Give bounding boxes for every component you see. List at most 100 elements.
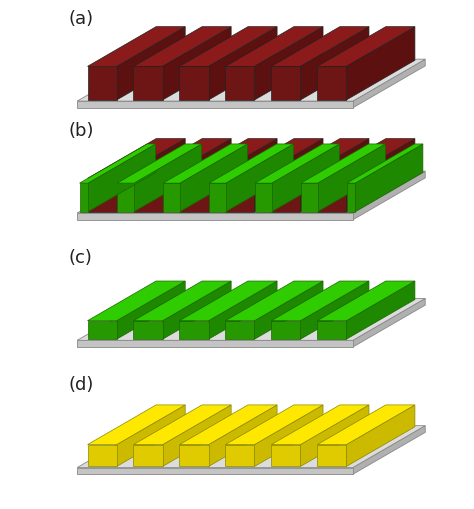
Polygon shape [180,138,277,178]
Polygon shape [163,405,231,466]
Polygon shape [77,171,425,213]
Polygon shape [88,26,185,66]
Polygon shape [317,26,415,66]
Text: (d): (d) [68,376,94,394]
Polygon shape [271,444,301,466]
Polygon shape [180,321,209,339]
Polygon shape [209,281,277,339]
Polygon shape [209,144,293,183]
Polygon shape [255,405,323,466]
Polygon shape [346,405,415,466]
Polygon shape [117,144,201,183]
Polygon shape [317,138,415,178]
Polygon shape [88,444,117,466]
Polygon shape [88,178,117,212]
Text: (a): (a) [68,10,93,28]
Polygon shape [317,178,346,212]
Polygon shape [255,183,272,212]
Text: (b): (b) [68,122,94,140]
Polygon shape [134,178,163,212]
Polygon shape [77,426,425,468]
Polygon shape [77,468,353,474]
Polygon shape [346,281,415,339]
Polygon shape [353,298,425,347]
Polygon shape [301,26,369,100]
Polygon shape [225,66,255,100]
Polygon shape [271,66,301,100]
Polygon shape [88,144,155,212]
Polygon shape [180,405,277,444]
Polygon shape [317,66,346,100]
Polygon shape [347,183,355,212]
Polygon shape [180,66,209,100]
Polygon shape [134,138,231,178]
Polygon shape [347,144,423,183]
Polygon shape [117,26,185,100]
Polygon shape [80,183,88,212]
Polygon shape [77,59,425,101]
Polygon shape [271,26,369,66]
Polygon shape [209,183,226,212]
Polygon shape [353,171,425,220]
Polygon shape [180,178,209,212]
Polygon shape [77,101,353,108]
Polygon shape [180,281,277,321]
Polygon shape [255,144,339,183]
Polygon shape [117,138,185,212]
Polygon shape [353,426,425,474]
Polygon shape [80,144,155,183]
Polygon shape [163,26,231,100]
Polygon shape [255,138,323,212]
Polygon shape [272,144,339,212]
Polygon shape [163,144,247,183]
Polygon shape [77,213,353,220]
Polygon shape [163,183,180,212]
Polygon shape [301,281,369,339]
Polygon shape [226,144,293,212]
Polygon shape [180,26,277,66]
Polygon shape [225,281,323,321]
Polygon shape [225,321,255,339]
Polygon shape [317,405,415,444]
Polygon shape [318,144,385,212]
Polygon shape [225,138,323,178]
Polygon shape [317,321,346,339]
Polygon shape [209,138,277,212]
Polygon shape [134,144,201,212]
Polygon shape [301,138,369,212]
Polygon shape [271,281,369,321]
Polygon shape [301,183,318,212]
Polygon shape [317,444,346,466]
Polygon shape [255,281,323,339]
Polygon shape [271,178,301,212]
Polygon shape [163,138,231,212]
Polygon shape [353,59,425,108]
Polygon shape [88,66,117,100]
Polygon shape [346,26,415,100]
Polygon shape [134,444,163,466]
Polygon shape [77,341,353,347]
Polygon shape [134,405,231,444]
Polygon shape [225,178,255,212]
Polygon shape [134,281,231,321]
Polygon shape [134,66,163,100]
Polygon shape [180,144,247,212]
Text: (c): (c) [68,249,92,267]
Polygon shape [117,281,185,339]
Polygon shape [255,26,323,100]
Polygon shape [77,298,425,341]
Polygon shape [209,26,277,100]
Polygon shape [301,144,385,183]
Polygon shape [271,138,369,178]
Polygon shape [271,321,301,339]
Polygon shape [209,405,277,466]
Polygon shape [117,183,134,212]
Polygon shape [88,281,185,321]
Polygon shape [88,405,185,444]
Polygon shape [355,144,423,212]
Polygon shape [134,26,231,66]
Polygon shape [317,281,415,321]
Polygon shape [180,444,209,466]
Polygon shape [301,405,369,466]
Polygon shape [346,138,415,212]
